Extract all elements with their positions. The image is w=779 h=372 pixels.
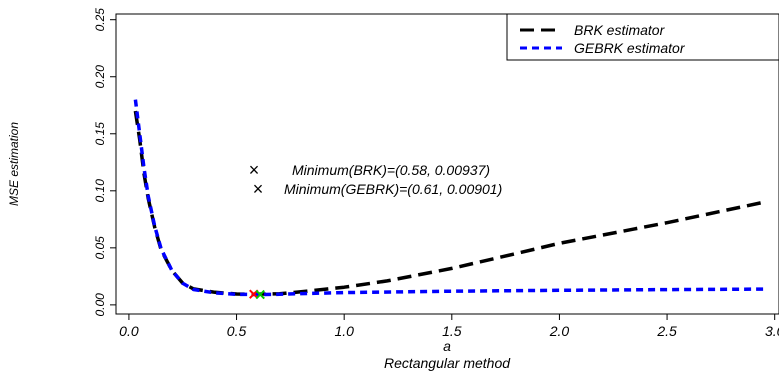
- y-tick-label: 0.15: [93, 122, 107, 146]
- legend-label-gebrk: GEBRK estimator: [574, 40, 686, 56]
- plot-frame: [115, 13, 779, 315]
- y-tick-label: 0.00: [93, 293, 107, 317]
- annotation-text-gebrk: Minimum(GEBRK)=(0.61, 0.00901): [284, 181, 502, 197]
- legend-label-brk: BRK estimator: [574, 22, 666, 38]
- x-axis-sublabel: Rectangular method: [384, 355, 511, 371]
- annotation-marker-gebrk: ×: [253, 179, 264, 199]
- legend: BRK estimator GEBRK estimator: [506, 13, 779, 61]
- x-tick-label: 0.5: [227, 323, 247, 339]
- minimum-markers: [249, 289, 265, 300]
- x-tick-label: 1.0: [334, 323, 354, 339]
- y-tick-label: 0.25: [93, 8, 107, 32]
- legend-box: [506, 13, 779, 61]
- series-line-gebrk: [133, 99, 764, 297]
- curves: [133, 99, 765, 297]
- minimum-marker-gebrk: [255, 289, 265, 300]
- annotation-legend: × Minimum(BRK)=(0.58, 0.00937) × Minimum…: [249, 160, 503, 199]
- x-axis-label: a: [443, 338, 451, 354]
- annotation-marker-brk: ×: [249, 160, 260, 180]
- x-tick-label: 3.0: [765, 323, 779, 339]
- y-tick-label: 0.10: [93, 179, 107, 203]
- y-tick-label: 0.20: [93, 65, 107, 89]
- x-tick-label: 2.0: [549, 323, 570, 339]
- x-tick-label: 1.5: [442, 323, 462, 339]
- annotation-text-brk: Minimum(BRK)=(0.58, 0.00937): [292, 162, 490, 178]
- x-tick-label: 2.5: [656, 323, 677, 339]
- x-tick-label: 0.0: [119, 323, 139, 339]
- y-tick-label: 0.05: [93, 236, 107, 260]
- y-axis-label: MSE estimation: [7, 122, 21, 206]
- axes: 0.0 0.5 1.0 1.5 2.0 2.5 3.0 0.00 0.05 0.10 0.15 0.2…: [93, 8, 779, 339]
- series-line-brk: [133, 110, 765, 296]
